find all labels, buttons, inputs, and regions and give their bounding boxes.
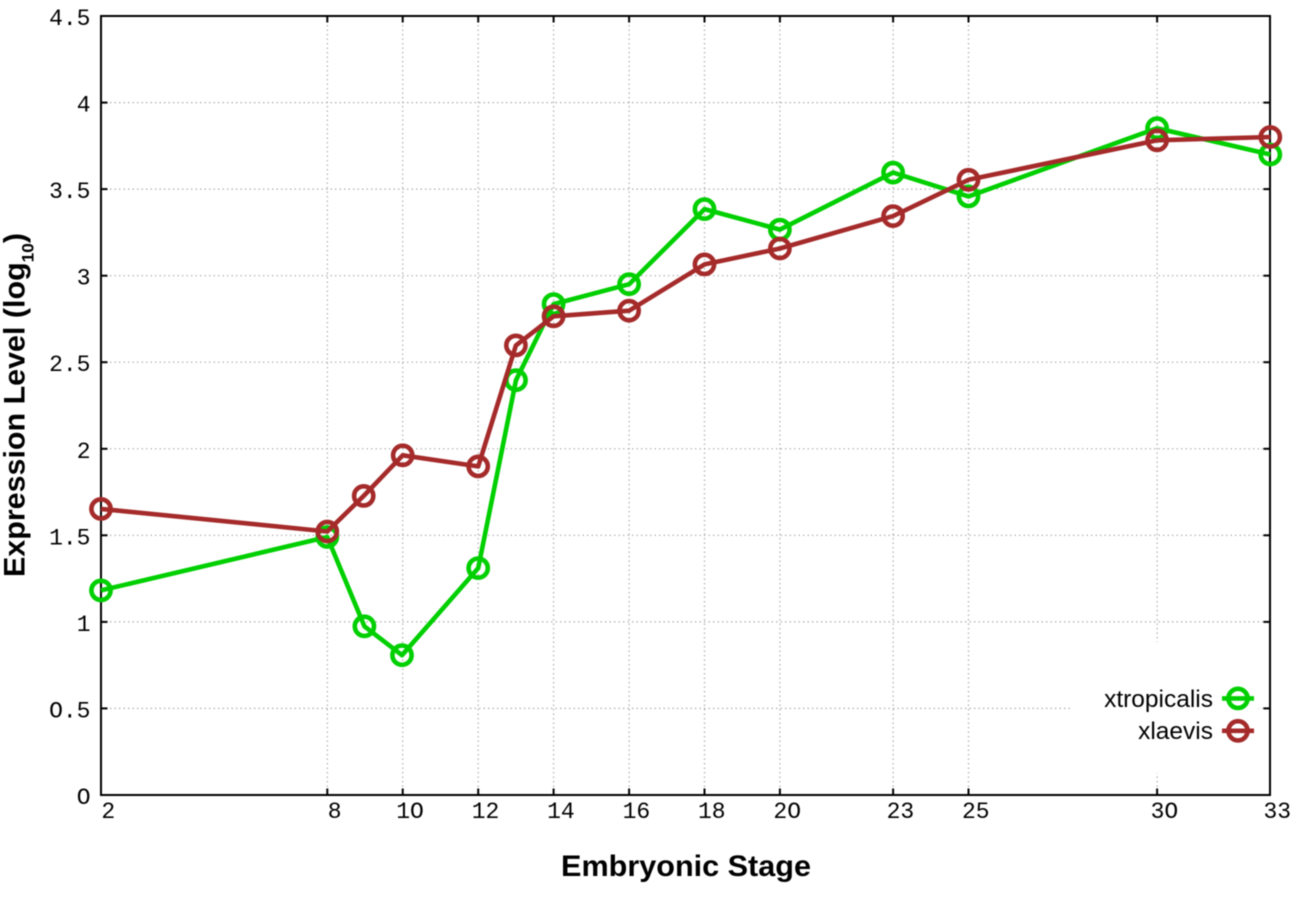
svg-text:4.5: 4.5: [49, 6, 90, 32]
svg-text:3.5: 3.5: [49, 179, 90, 205]
svg-text:1.5: 1.5: [49, 525, 90, 551]
svg-text:2.5: 2.5: [49, 352, 90, 378]
svg-text:O.5: O.5: [49, 698, 90, 724]
svg-text:18: 18: [698, 799, 726, 825]
svg-text:O: O: [77, 785, 91, 811]
svg-text:12: 12: [472, 799, 500, 825]
svg-text:3O: 3O: [1151, 799, 1179, 825]
svg-text:4: 4: [77, 93, 91, 119]
svg-text:xtropicalis: xtropicalis: [1104, 686, 1213, 713]
svg-text:3: 3: [77, 266, 91, 292]
svg-text:2: 2: [77, 439, 91, 465]
svg-text:23: 23: [887, 799, 915, 825]
svg-text:1O: 1O: [396, 799, 424, 825]
svg-text:33: 33: [1263, 799, 1291, 825]
svg-text:Expression Level (log10): Expression Level (log10): [0, 233, 38, 577]
svg-text:2: 2: [101, 799, 115, 825]
svg-text:Embryonic Stage: Embryonic Stage: [561, 850, 811, 883]
svg-text:xlaevis: xlaevis: [1138, 718, 1213, 745]
svg-text:14: 14: [547, 799, 575, 825]
svg-text:25: 25: [962, 799, 990, 825]
svg-text:1: 1: [77, 612, 91, 638]
svg-text:16: 16: [623, 799, 651, 825]
svg-text:2O: 2O: [773, 799, 801, 825]
svg-text:8: 8: [328, 799, 342, 825]
